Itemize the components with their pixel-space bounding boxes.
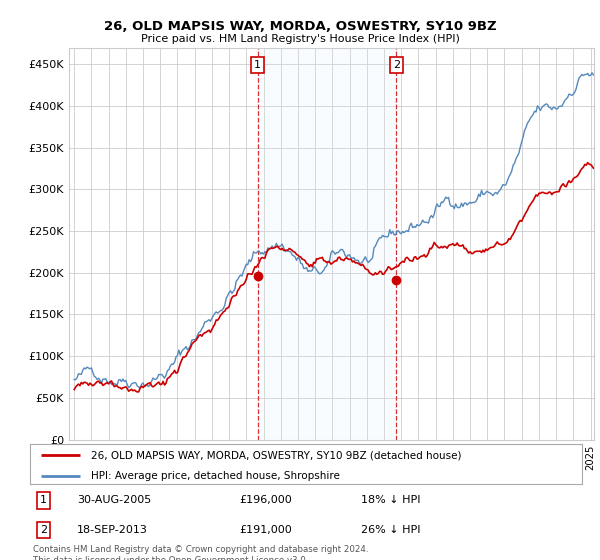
Text: £196,000: £196,000 <box>240 496 293 505</box>
Text: 18-SEP-2013: 18-SEP-2013 <box>77 525 148 535</box>
Text: Price paid vs. HM Land Registry's House Price Index (HPI): Price paid vs. HM Land Registry's House … <box>140 34 460 44</box>
Text: £191,000: £191,000 <box>240 525 293 535</box>
Bar <box>257 48 396 440</box>
Text: 26, OLD MAPSIS WAY, MORDA, OSWESTRY, SY10 9BZ (detached house): 26, OLD MAPSIS WAY, MORDA, OSWESTRY, SY1… <box>91 450 461 460</box>
Text: 26, OLD MAPSIS WAY, MORDA, OSWESTRY, SY10 9BZ: 26, OLD MAPSIS WAY, MORDA, OSWESTRY, SY1… <box>104 20 496 32</box>
Text: 18% ↓ HPI: 18% ↓ HPI <box>361 496 421 505</box>
Text: 30-AUG-2005: 30-AUG-2005 <box>77 496 151 505</box>
Text: 1: 1 <box>40 496 47 505</box>
Text: HPI: Average price, detached house, Shropshire: HPI: Average price, detached house, Shro… <box>91 470 340 480</box>
Text: 2: 2 <box>40 525 47 535</box>
Text: 1: 1 <box>254 60 261 70</box>
Text: 2: 2 <box>392 60 400 70</box>
Text: Contains HM Land Registry data © Crown copyright and database right 2024.
This d: Contains HM Land Registry data © Crown c… <box>33 545 368 560</box>
Text: 26% ↓ HPI: 26% ↓ HPI <box>361 525 421 535</box>
